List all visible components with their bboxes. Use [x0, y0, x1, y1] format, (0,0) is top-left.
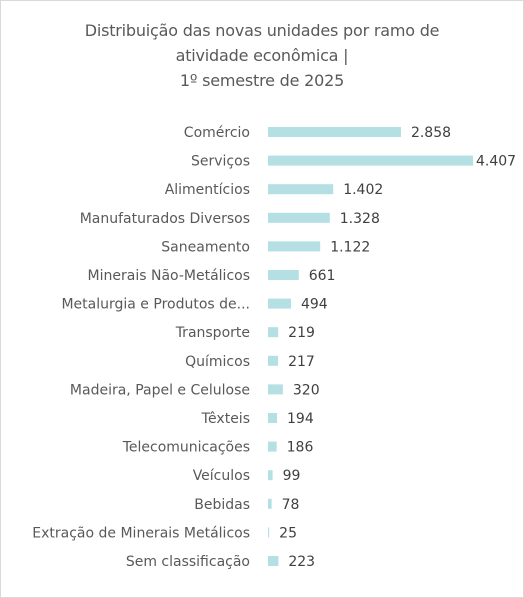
bar: [268, 413, 278, 423]
category-label: Transporte: [175, 325, 250, 341]
data-label: 1.402: [343, 182, 383, 198]
category-label: Veículos: [193, 468, 250, 484]
bar: [268, 212, 330, 223]
category-label: Têxteis: [200, 411, 250, 427]
data-label: 25: [279, 525, 297, 541]
data-label: 4.407: [476, 154, 516, 170]
category-label: Serviços: [191, 154, 250, 170]
data-label: 186: [287, 440, 314, 456]
category-label: Telecomunicações: [122, 440, 250, 456]
bar: [268, 355, 279, 366]
bar: [268, 155, 473, 166]
bar: [268, 556, 279, 566]
category-label: Químicos: [185, 354, 250, 370]
data-label: 494: [301, 297, 328, 313]
category-label: Minerais Não-Metálicos: [88, 268, 250, 284]
bar: [268, 498, 272, 509]
data-label: 1.122: [330, 239, 370, 255]
category-label: Madeira, Papel e Celulose: [70, 382, 250, 398]
category-label: Metalurgia e Produtos de...: [61, 297, 250, 313]
bar: [268, 127, 401, 137]
chart-title-line: atividade econômica |: [175, 46, 349, 65]
category-label: Saneamento: [161, 239, 250, 255]
bar: [268, 270, 299, 280]
category-label: Bebidas: [194, 497, 250, 513]
data-label: 661: [309, 268, 336, 284]
data-label: 1.328: [340, 211, 380, 227]
category-label: Alimentícios: [165, 182, 250, 198]
data-label: 320: [293, 382, 320, 398]
data-label: 99: [283, 468, 301, 484]
data-label: 2.858: [411, 125, 451, 141]
data-label: 78: [282, 497, 300, 513]
bar: [268, 184, 334, 195]
data-label: 217: [288, 354, 315, 370]
data-label: 219: [288, 325, 315, 341]
bar: [268, 241, 321, 252]
bar: [268, 384, 283, 395]
category-label: Extração de Minerais Metálicos: [32, 525, 250, 541]
data-label: 194: [287, 411, 314, 427]
category-label: Sem classificação: [126, 554, 250, 570]
bar: [268, 298, 291, 309]
data-label: 223: [288, 554, 315, 570]
bar: [268, 527, 270, 538]
chart-title-line: Distribuição das novas unidades por ramo…: [84, 21, 440, 40]
category-label: Comércio: [184, 125, 250, 141]
bar: [268, 441, 277, 452]
bar: [268, 470, 273, 481]
chart-title: Distribuição das novas unidades por ramo…: [0, 18, 524, 93]
category-label: Manufaturados Diversos: [80, 211, 250, 227]
chart-title-line: 1º semestre de 2025: [179, 71, 345, 90]
bar: [268, 327, 279, 338]
